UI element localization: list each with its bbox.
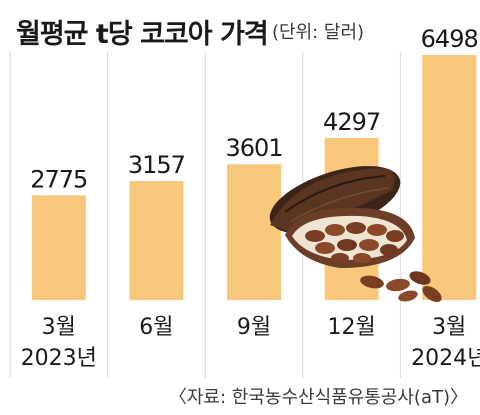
- data-label: 2775: [30, 165, 87, 193]
- data-label: 3601: [225, 134, 282, 162]
- source-note: 〈자료: 한국농수산식품유통공사(aT)〉: [168, 387, 468, 408]
- bar-layer: [31, 55, 477, 300]
- data-label: 4297: [323, 108, 380, 136]
- category-label: 12월: [327, 315, 375, 340]
- bar: [129, 180, 184, 300]
- cocoa-pod-icon: [269, 166, 442, 302]
- grid-layer: [9, 52, 401, 378]
- category-label: 6월: [139, 315, 173, 340]
- bar: [227, 164, 281, 300]
- category-label: 3월: [432, 315, 466, 340]
- bar: [31, 195, 86, 300]
- chart-title: 월평균 t당 코코아 가격: [16, 19, 269, 50]
- category-label: 2023년: [21, 346, 97, 371]
- data-label: 6498: [421, 25, 478, 53]
- data-label: 3157: [128, 151, 185, 179]
- bar: [422, 55, 477, 300]
- category-label: 9월: [237, 315, 271, 340]
- category-label: 2024년: [411, 346, 480, 371]
- unit-label: (단위: 달러): [272, 22, 365, 43]
- label-layer: 2775 3월 2023년 3157 6월 3601 9월 4297 12월 6498 3월 2024…: [21, 25, 480, 371]
- category-label: 3월: [42, 315, 76, 340]
